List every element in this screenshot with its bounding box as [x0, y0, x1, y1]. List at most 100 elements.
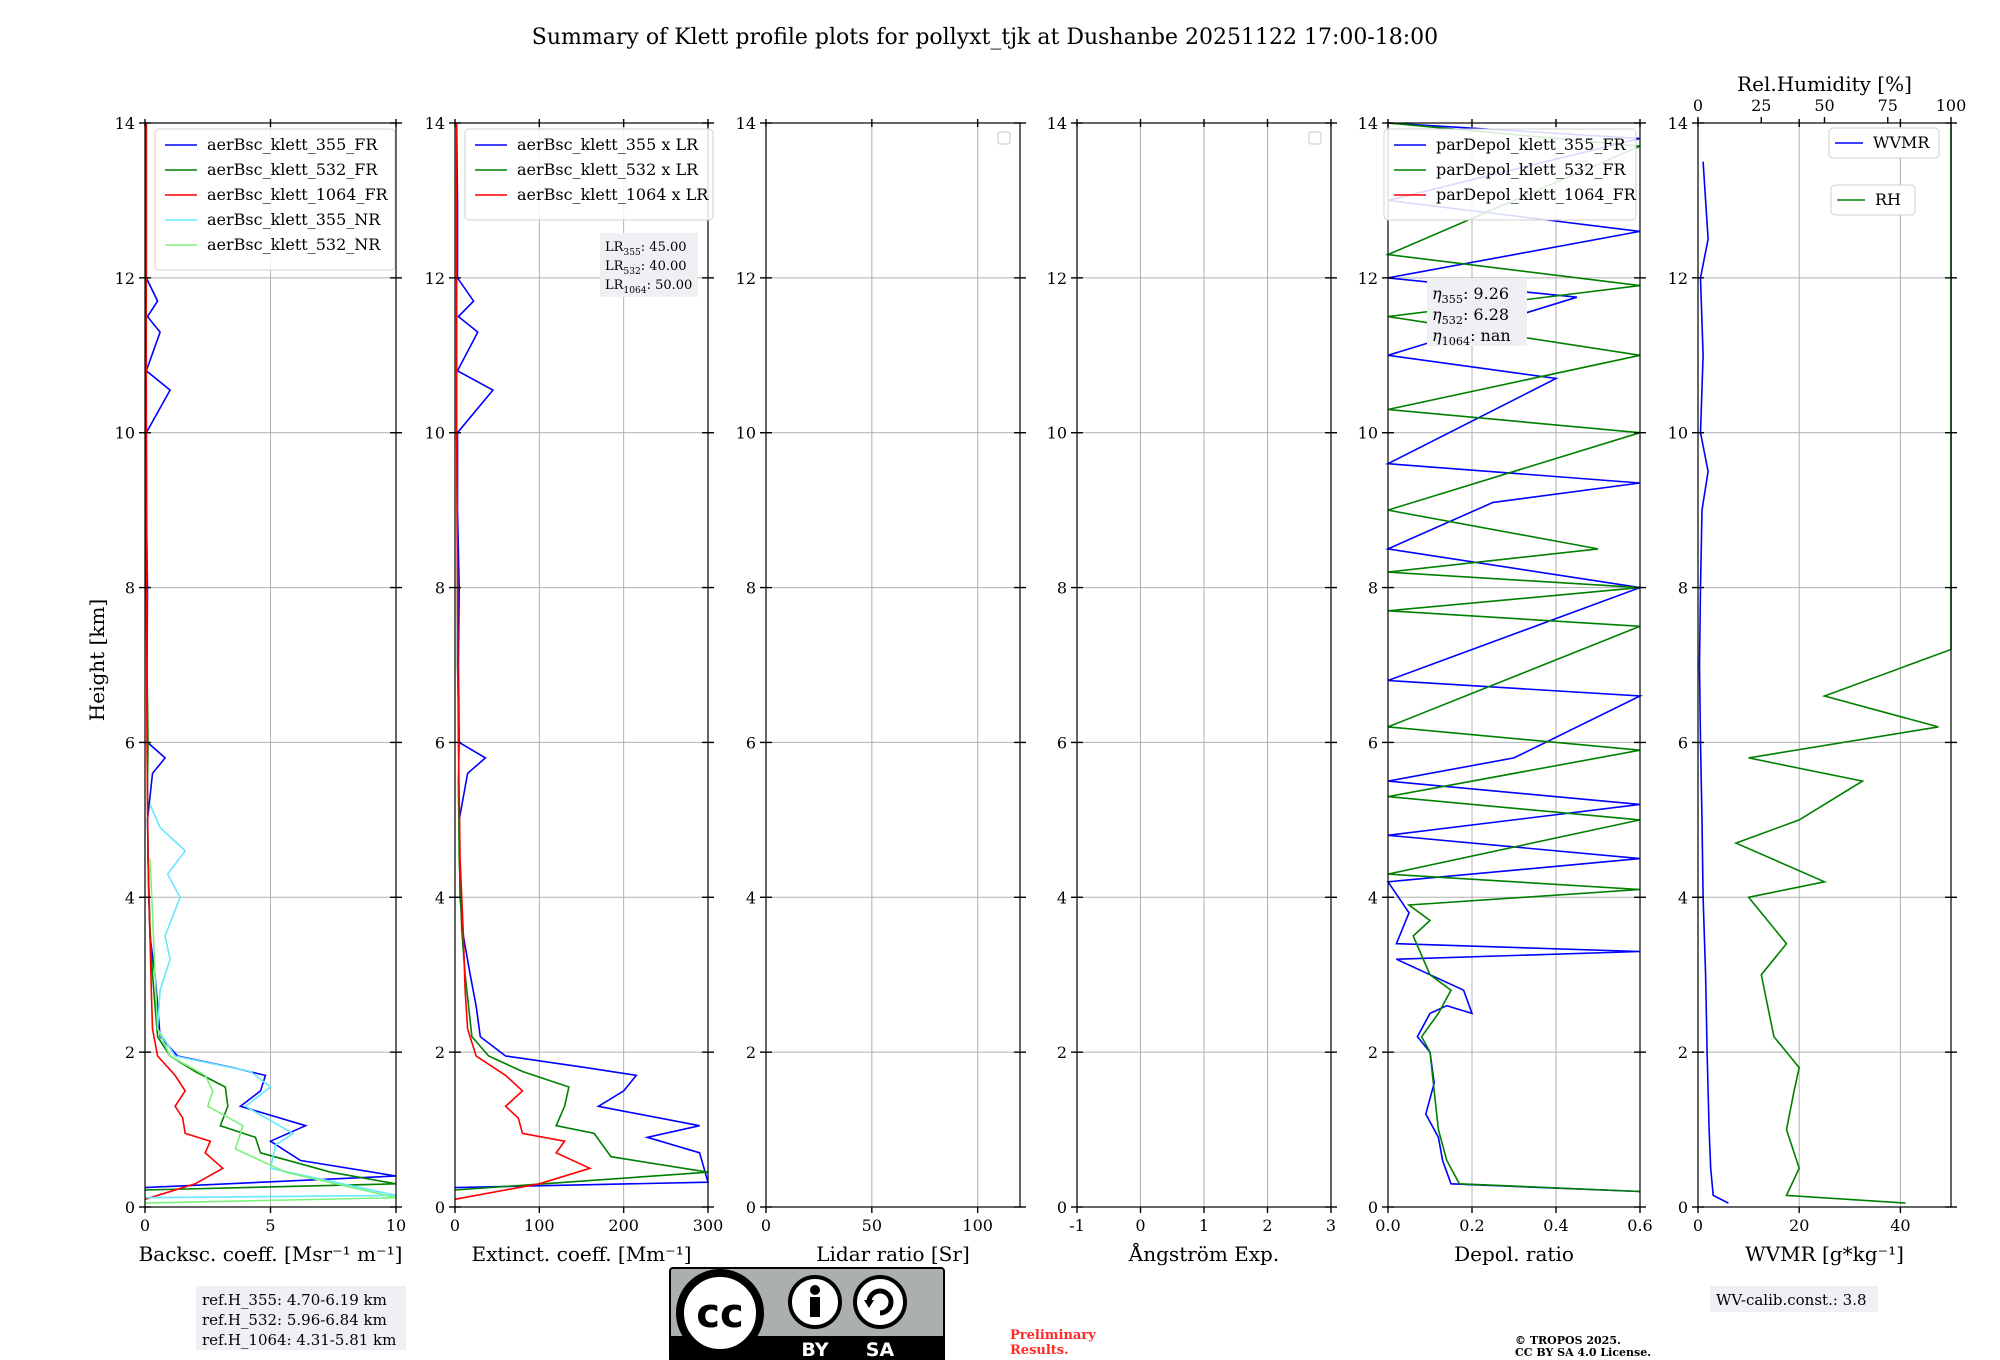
legend-entry: aerBsc_klett_532 x LR	[517, 160, 699, 179]
x-tick-label: 0.2	[1459, 1216, 1484, 1235]
top-axis-label: Rel.Humidity [%]	[1737, 72, 1912, 96]
legend-box	[1828, 127, 1940, 159]
top-x-tick-label: 25	[1751, 96, 1771, 115]
y-tick-label: 10	[115, 424, 135, 443]
y-tick-label: 4	[746, 888, 756, 907]
panel-lr: 0 2 4 6 8 10 12 14 0 50 100 Lidar ratio [Sr]	[736, 114, 1026, 1266]
legend-entry: aerBsc_klett_355 x LR	[517, 135, 699, 154]
y-tick-label: 2	[435, 1043, 445, 1062]
y-tick-label: 12	[736, 269, 756, 288]
x-axis-label: Ångström Exp.	[1128, 1241, 1279, 1266]
x-tick-label: 0.4	[1543, 1216, 1568, 1235]
y-tick-label: 2	[125, 1043, 135, 1062]
y-tick-label: 4	[435, 888, 445, 907]
y-tick-label: 8	[435, 579, 445, 598]
panel-bsc: 0 2 4 6 8 10 12 14 0 5 10 Backsc. coeff. [Msr⁻¹ m⁻¹…	[115, 114, 407, 1266]
series-line-RH	[1733, 123, 1952, 1204]
y-tick-label: 14	[1668, 114, 1688, 133]
by-person-body	[810, 1297, 820, 1317]
series-line-aerBsc_klett_1064_FR	[144, 123, 225, 1201]
license-by-label: BY	[801, 1339, 828, 1360]
x-tick-label: 0	[140, 1216, 150, 1235]
x-axis-label: Depol. ratio	[1454, 1242, 1574, 1266]
wv-calib-box-bg	[1710, 1286, 1878, 1312]
x-tick-label: 100	[524, 1216, 555, 1235]
ref-height-box-bg	[196, 1286, 406, 1350]
x-tick-label: -1	[1069, 1216, 1085, 1235]
legend-entry: aerBsc_klett_532_NR	[207, 235, 381, 254]
y-tick-label: 6	[1678, 733, 1688, 752]
legend-entry: aerBsc_klett_355_FR	[207, 135, 378, 154]
lr-info-355: LR355: 45.00	[605, 240, 687, 258]
axes-frame	[1387, 122, 1641, 1208]
license-sa-label: SA	[866, 1339, 895, 1360]
y-tick-label: 14	[1047, 114, 1067, 133]
empty-legend-box	[1308, 131, 1322, 145]
x-tick-label: 100	[962, 1216, 993, 1235]
y-tick-label: 10	[1047, 424, 1067, 443]
legend-entry: parDepol_klett_532_FR	[1436, 160, 1627, 179]
cc-license-badge[interactable]: cc BY SA	[669, 1267, 945, 1360]
series-line-WVMR	[1698, 161, 1729, 1204]
x-tick-label: 3	[1326, 1216, 1336, 1235]
x-axis-label: WVMR [g*kg⁻¹]	[1745, 1242, 1904, 1266]
legend-entry: aerBsc_klett_355_NR	[207, 210, 381, 229]
eta-info-1064: η1064: nan	[1432, 326, 1511, 348]
y-tick-label: 0	[125, 1198, 135, 1217]
x-tick-label: 40	[1890, 1216, 1910, 1235]
ref-height-1064: ref.H_1064: 4.31-5.81 km	[202, 1331, 396, 1349]
y-tick-label: 14	[115, 114, 135, 133]
ref-height-355: ref.H_355: 4.70-6.19 km	[202, 1291, 387, 1309]
x-tick-label: 0	[761, 1216, 771, 1235]
y-tick-label: 4	[125, 888, 135, 907]
x-tick-label: 2	[1262, 1216, 1272, 1235]
y-tick-label: 8	[1678, 579, 1688, 598]
y-tick-label: 8	[1057, 579, 1067, 598]
cc-logo-text: cc	[696, 1291, 743, 1337]
legend-box	[464, 128, 714, 221]
top-x-tick-label: 50	[1814, 96, 1834, 115]
x-tick-label: 20	[1789, 1216, 1809, 1235]
series-line-aerBsc_klett_355_NR	[144, 804, 397, 1199]
y-tick-label: 2	[1057, 1043, 1067, 1062]
y-tick-label: 12	[425, 269, 445, 288]
y-tick-label: 12	[1358, 269, 1378, 288]
y-tick-label: 8	[125, 579, 135, 598]
legend-entry: aerBsc_klett_1064_FR	[207, 185, 389, 204]
figure-title: Summary of Klett profile plots for polly…	[532, 25, 1438, 50]
copyright-line-1: © TROPOS 2025.	[1515, 1334, 1621, 1347]
series-line-aerBsc_klett_532_NR	[144, 858, 397, 1204]
axes-frame	[1697, 122, 1952, 1208]
y-tick-label: 0	[1368, 1198, 1378, 1217]
empty-legend-box	[997, 131, 1011, 145]
y-tick-label: 12	[115, 269, 135, 288]
lr-info-532: LR532: 40.00	[605, 259, 687, 277]
y-tick-label: 8	[746, 579, 756, 598]
x-tick-label: 50	[862, 1216, 882, 1235]
wv-calib-box: WV-calib.const.: 3.8	[1710, 1286, 1878, 1312]
legend-box	[1830, 184, 1916, 216]
ref-height-532: ref.H_532: 5.96-6.84 km	[202, 1311, 387, 1329]
legend-entry: aerBsc_klett_532_FR	[207, 160, 378, 179]
y-tick-label: 6	[1057, 733, 1067, 752]
y-tick-label: 2	[1368, 1043, 1378, 1062]
sa-share-alike-arc	[866, 1288, 894, 1316]
y-tick-label: 0	[746, 1198, 756, 1217]
x-tick-label: 10	[386, 1216, 406, 1235]
y-tick-label: 12	[1668, 269, 1688, 288]
eta-info-box	[1427, 278, 1527, 346]
top-x-tick-label: 100	[1936, 96, 1967, 115]
eta-info-355: η355: 9.26	[1432, 284, 1509, 306]
x-axis-label: Backsc. coeff. [Msr⁻¹ m⁻¹]	[139, 1242, 403, 1266]
y-tick-label: 0	[1057, 1198, 1067, 1217]
preliminary-line-1: Preliminary	[1010, 1328, 1096, 1343]
preliminary-line-2: Results.	[1010, 1343, 1069, 1358]
x-axis-label: Lidar ratio [Sr]	[816, 1242, 970, 1266]
eta-info-532: η532: 6.28	[1432, 305, 1509, 327]
wv-calib-text: WV-calib.const.: 3.8	[1716, 1291, 1867, 1309]
axes-frame	[454, 122, 709, 1208]
x-tick-label: 1	[1199, 1216, 1209, 1235]
